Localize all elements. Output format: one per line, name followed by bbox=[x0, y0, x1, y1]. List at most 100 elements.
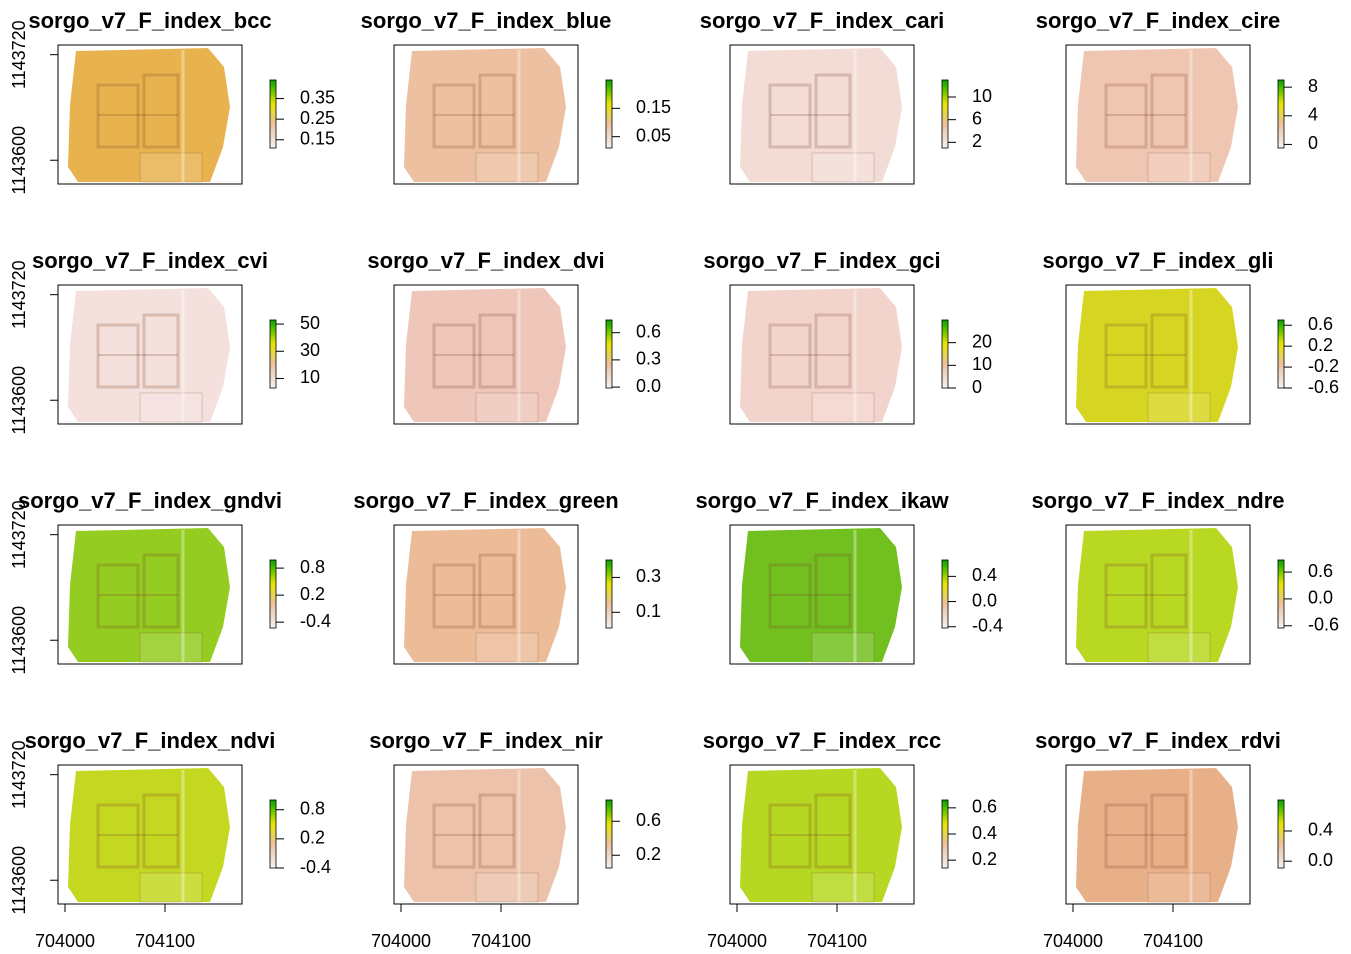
x-tick-label: 704100 bbox=[471, 931, 531, 951]
plot-block bbox=[476, 873, 538, 902]
panel-title: sorgo_v7_F_index_gci bbox=[703, 248, 940, 273]
raster-image bbox=[1076, 768, 1238, 902]
legend-bar bbox=[942, 80, 948, 148]
panel-title: sorgo_v7_F_index_green bbox=[353, 488, 618, 513]
legend-tick-label: 0.3 bbox=[636, 349, 661, 369]
y-tick-label: 1143600 bbox=[9, 846, 29, 915]
raster-image bbox=[740, 48, 902, 182]
y-tick-label: 1143600 bbox=[9, 606, 29, 675]
raster-image bbox=[1076, 48, 1238, 182]
y-tick-label: 1143720 bbox=[9, 260, 29, 329]
x-tick-label: 704100 bbox=[135, 931, 195, 951]
legend-tick-label: -0.2 bbox=[1308, 356, 1339, 376]
plot-block bbox=[476, 393, 538, 422]
legend-tick-label: 0.2 bbox=[300, 828, 325, 848]
legend-tick-label: 0.8 bbox=[300, 557, 325, 577]
raster-image bbox=[740, 528, 902, 662]
legend-bar bbox=[270, 560, 276, 628]
chart-grid: sorgo_v7_F_index_bcc0.150.250.3511436001… bbox=[0, 0, 1351, 954]
panel-title: sorgo_v7_F_index_blue bbox=[361, 8, 612, 33]
plot-block bbox=[140, 873, 202, 902]
legend-bar bbox=[942, 800, 948, 868]
legend-tick-label: 0 bbox=[1308, 133, 1318, 153]
x-tick-label: 704100 bbox=[807, 931, 867, 951]
legend-tick-label: 0.6 bbox=[636, 810, 661, 830]
raster-image bbox=[740, 288, 902, 422]
legend-tick-label: 0.4 bbox=[972, 565, 997, 585]
raster-image bbox=[404, 768, 566, 902]
plot-block bbox=[476, 633, 538, 662]
legend-tick-label: 10 bbox=[300, 367, 320, 387]
raster-image bbox=[68, 768, 230, 902]
legend-tick-label: 10 bbox=[972, 86, 992, 106]
legend-tick-label: -0.4 bbox=[972, 615, 1003, 635]
legend-tick-label: 0.8 bbox=[300, 798, 325, 818]
legend-bar bbox=[606, 80, 612, 148]
panel-title: sorgo_v7_F_index_gli bbox=[1042, 248, 1273, 273]
y-tick-label: 1143720 bbox=[9, 740, 29, 809]
y-tick-label: 1143600 bbox=[9, 366, 29, 435]
legend-bar bbox=[270, 80, 276, 148]
legend-tick-label: 50 bbox=[300, 313, 320, 333]
legend-bar bbox=[270, 800, 276, 868]
legend-tick-label: 2 bbox=[972, 131, 982, 151]
panel-title: sorgo_v7_F_index_cire bbox=[1036, 8, 1281, 33]
legend-tick-label: 6 bbox=[972, 108, 982, 128]
legend-tick-label: 0.15 bbox=[636, 97, 671, 117]
legend-tick-label: 0.2 bbox=[1308, 335, 1333, 355]
legend-bar bbox=[1278, 320, 1284, 388]
x-tick-label: 704000 bbox=[35, 931, 95, 951]
legend-tick-label: 0.6 bbox=[972, 797, 997, 817]
legend-tick-label: 0.6 bbox=[1308, 314, 1333, 334]
legend-tick-label: -0.4 bbox=[300, 611, 331, 631]
x-tick-label: 704000 bbox=[707, 931, 767, 951]
legend-bar bbox=[606, 320, 612, 388]
panel-title: sorgo_v7_F_index_rcc bbox=[703, 728, 941, 753]
legend-tick-label: 0.05 bbox=[636, 125, 671, 145]
legend-tick-label: 0.2 bbox=[300, 584, 325, 604]
page: sorgo_v7_F_index_bcc0.150.250.3511436001… bbox=[0, 0, 1351, 954]
legend-tick-label: 0.15 bbox=[300, 129, 335, 149]
plot-block bbox=[140, 393, 202, 422]
legend-tick-label: 30 bbox=[300, 340, 320, 360]
raster-image bbox=[1076, 528, 1238, 662]
y-tick-label: 1143600 bbox=[9, 126, 29, 195]
legend-tick-label: 10 bbox=[972, 354, 992, 374]
panel-title: sorgo_v7_F_index_ndre bbox=[1031, 488, 1284, 513]
plot-block bbox=[812, 633, 874, 662]
panel-title: sorgo_v7_F_index_cvi bbox=[32, 248, 268, 273]
plot-block bbox=[812, 393, 874, 422]
plot-block bbox=[812, 873, 874, 902]
panel-title: sorgo_v7_F_index_cari bbox=[700, 8, 945, 33]
y-tick-label: 1143720 bbox=[9, 20, 29, 89]
legend-tick-label: 4 bbox=[1308, 105, 1318, 125]
plot-block bbox=[140, 633, 202, 662]
legend-tick-label: 0.4 bbox=[972, 823, 997, 843]
legend-bar bbox=[942, 320, 948, 388]
x-tick-label: 704000 bbox=[1043, 931, 1103, 951]
raster-image bbox=[68, 288, 230, 422]
legend-tick-label: 0.35 bbox=[300, 87, 335, 107]
legend-bar bbox=[1278, 800, 1284, 868]
legend-tick-label: 0.1 bbox=[636, 601, 661, 621]
legend-bar bbox=[606, 800, 612, 868]
legend-tick-label: 0.2 bbox=[636, 844, 661, 864]
x-tick-label: 704000 bbox=[371, 931, 431, 951]
panel-title: sorgo_v7_F_index_ndvi bbox=[25, 728, 276, 753]
panel-title: sorgo_v7_F_index_nir bbox=[369, 728, 603, 753]
raster-image bbox=[1076, 288, 1238, 422]
raster-image bbox=[404, 528, 566, 662]
legend-bar bbox=[942, 560, 948, 628]
legend-tick-label: 0.6 bbox=[636, 321, 661, 341]
panel-title: sorgo_v7_F_index_rdvi bbox=[1035, 728, 1281, 753]
legend-bar bbox=[270, 320, 276, 388]
panel-title: sorgo_v7_F_index_gndvi bbox=[18, 488, 282, 513]
panel-title: sorgo_v7_F_index_dvi bbox=[367, 248, 604, 273]
legend-tick-label: 0.0 bbox=[636, 376, 661, 396]
legend-tick-label: 0.0 bbox=[1308, 588, 1333, 608]
legend-tick-label: 20 bbox=[972, 331, 992, 351]
plot-block bbox=[1148, 153, 1210, 182]
legend-tick-label: 0.0 bbox=[1308, 850, 1333, 870]
raster-image bbox=[740, 768, 902, 902]
legend-tick-label: -0.6 bbox=[1308, 377, 1339, 397]
